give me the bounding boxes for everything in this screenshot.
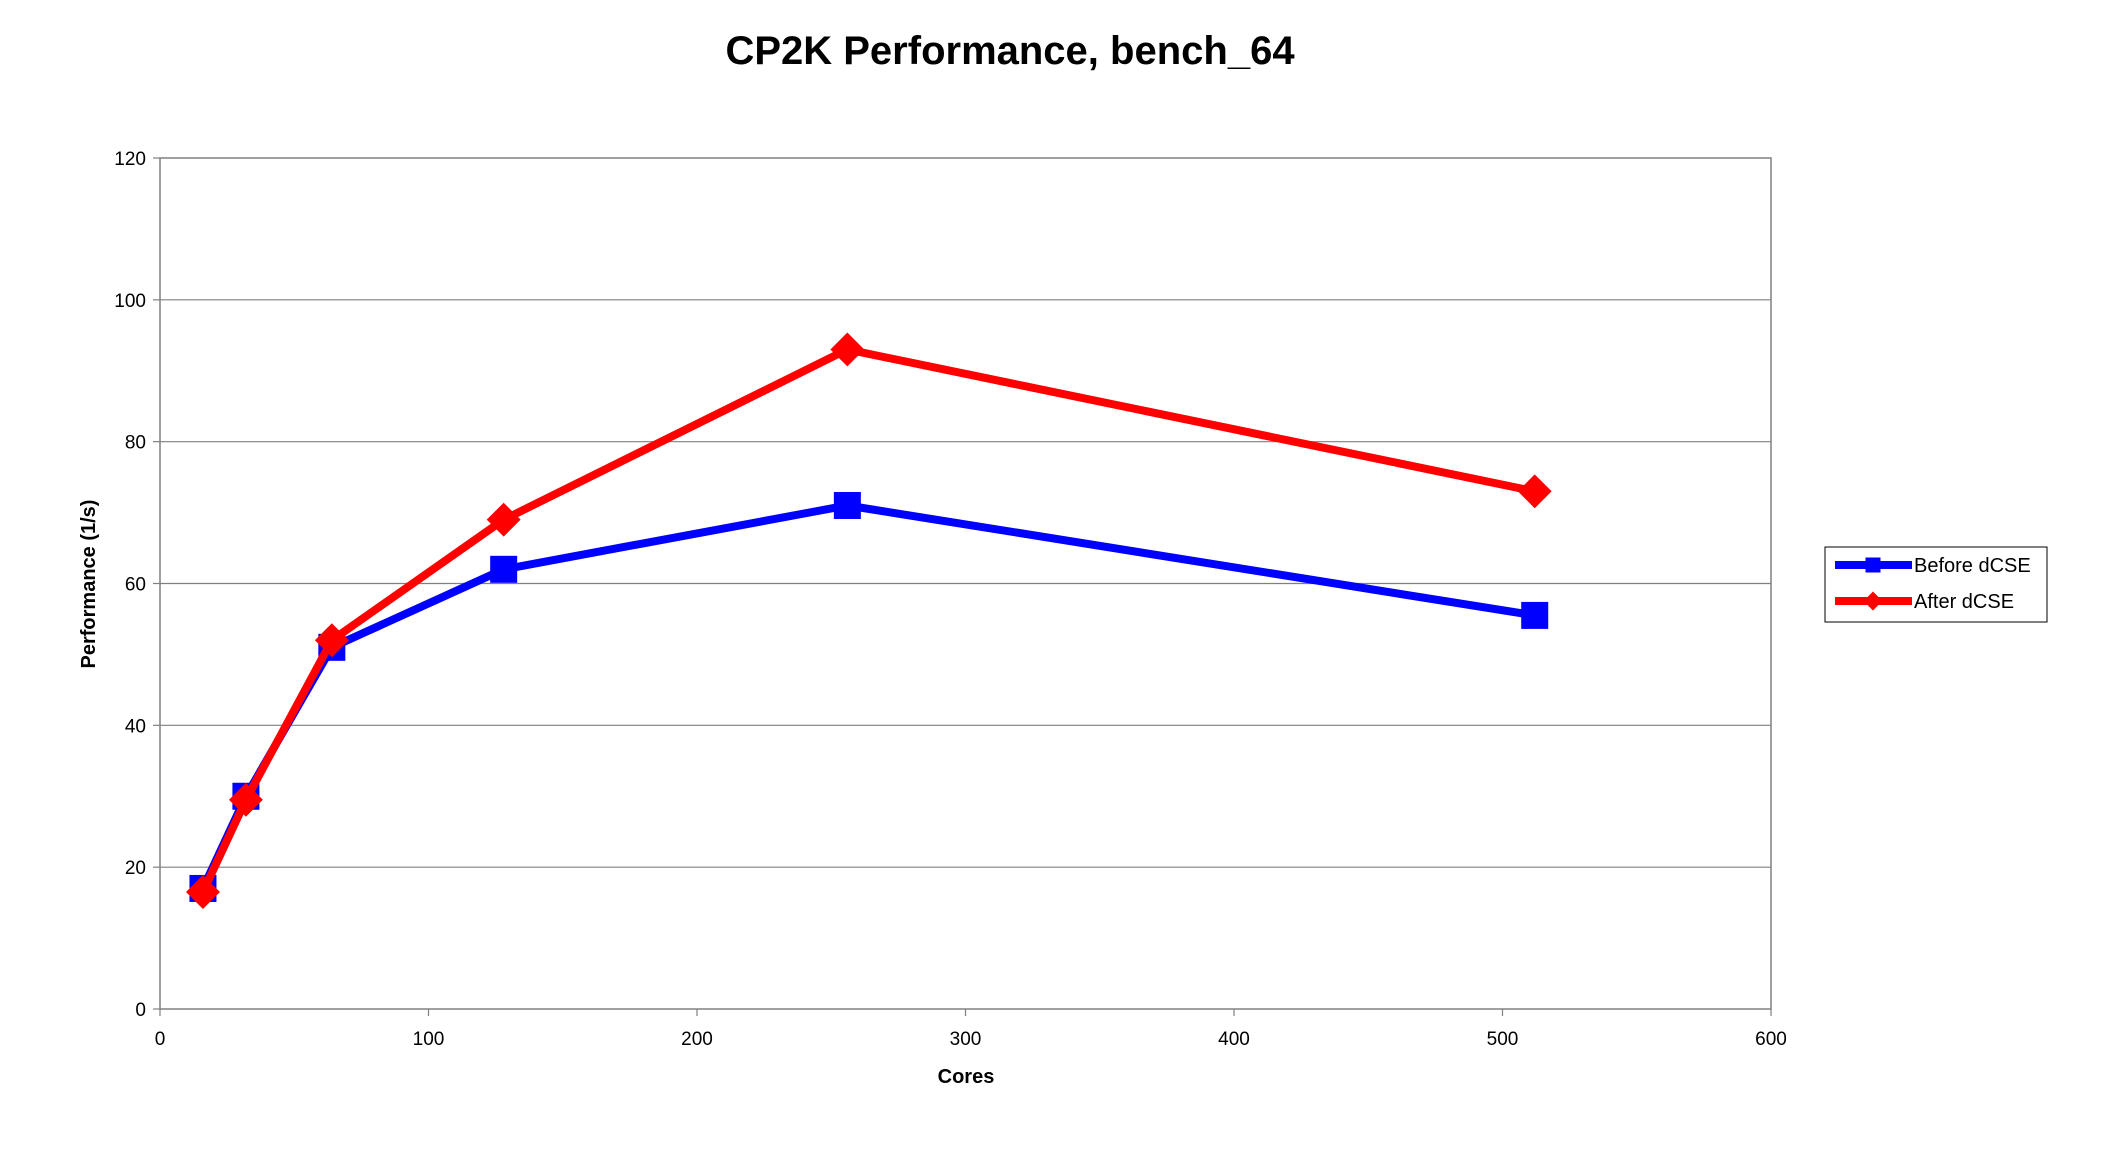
data-point-after-dcse [486, 502, 521, 537]
legend-label: After dCSE [1914, 591, 2014, 613]
y-axis-ticks: 0 20 40 60 80 100 120 [114, 149, 160, 1021]
data-point-after-dcse [314, 623, 349, 658]
gridlines [160, 299, 1771, 868]
y-axis-title: Performance (1/s) [78, 500, 100, 669]
data-point-after-dcse [186, 875, 220, 909]
legend-swatch-marker [1863, 591, 1883, 611]
legend-box [1824, 546, 2048, 623]
x-tick-label: 100 [413, 1029, 445, 1050]
data-point-after-dcse [228, 782, 263, 817]
data-point-before-dcse [833, 491, 861, 519]
legend-item-before-dcse: Before dCSE [1835, 555, 2031, 577]
data-point-after-dcse [830, 332, 865, 367]
y-tick-label: 120 [114, 149, 146, 170]
series-before-dcse [189, 491, 1549, 902]
y-tick-label: 0 [135, 1000, 146, 1021]
data-point-before-dcse [490, 555, 518, 583]
x-axis-title: Cores [938, 1066, 995, 1088]
legend: Before dCSE After dCSE [1824, 546, 2048, 623]
legend-items: Before dCSE After dCSE [1835, 555, 2031, 613]
x-tick-label: 500 [1487, 1029, 1519, 1050]
x-tick-label: 300 [950, 1029, 982, 1050]
chart-title: CP2K Performance, bench_64 [725, 29, 1295, 73]
y-tick-label: 20 [125, 858, 146, 879]
series-line-before-dcse [198, 501, 1539, 893]
x-tick-label: 200 [681, 1029, 713, 1050]
legend-item-after-dcse: After dCSE [1835, 591, 2014, 613]
series-line-after-dcse [198, 345, 1539, 896]
series-after-dcse [186, 332, 1552, 909]
data-point-after-dcse [1517, 474, 1552, 509]
x-tick-label: 0 [155, 1029, 166, 1050]
y-tick-label: 40 [125, 716, 146, 737]
y-tick-label: 80 [125, 433, 146, 454]
data-point-before-dcse [1521, 601, 1549, 629]
legend-label: Before dCSE [1914, 555, 2031, 577]
x-axis-ticks: 0 100 200 300 400 500 600 [155, 1009, 1787, 1050]
series-layer [186, 332, 1552, 909]
legend-swatch-marker [1865, 557, 1881, 573]
x-tick-label: 600 [1755, 1029, 1787, 1050]
x-tick-label: 400 [1218, 1029, 1250, 1050]
y-tick-label: 60 [125, 575, 146, 596]
y-tick-label: 100 [114, 291, 146, 312]
